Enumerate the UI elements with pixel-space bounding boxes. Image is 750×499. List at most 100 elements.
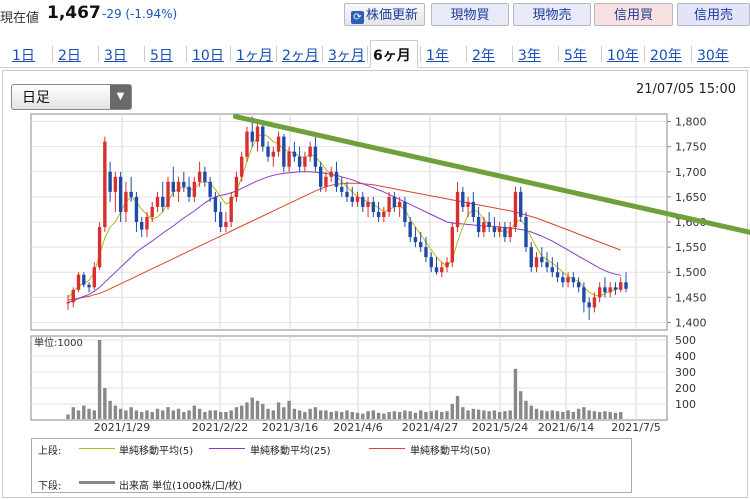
tab-11[interactable]: 3年 xyxy=(518,48,541,64)
tab-2[interactable]: 3日 xyxy=(104,48,127,64)
volume-bar xyxy=(203,412,207,419)
margin-buy-button[interactable]: 信用買 xyxy=(594,3,673,26)
tab-13[interactable]: 10年 xyxy=(607,48,639,64)
chart-frame xyxy=(2,70,748,498)
candle-body xyxy=(540,257,544,263)
volume-bar xyxy=(387,412,391,419)
volume-bar xyxy=(550,410,555,419)
tab-separator xyxy=(144,46,145,62)
tab-15[interactable]: 30年 xyxy=(697,48,729,64)
candle-body xyxy=(371,201,376,212)
x-tick-label: 2021/4/6 xyxy=(333,421,382,434)
candle-body xyxy=(613,287,618,290)
volume-bar xyxy=(450,404,454,419)
volume-bar xyxy=(613,412,618,419)
volume-bar xyxy=(282,407,286,419)
volume-bar xyxy=(519,391,523,419)
candle-body xyxy=(624,282,628,289)
volume-bar xyxy=(318,410,323,419)
candle-body xyxy=(329,171,333,177)
volume-bar xyxy=(129,407,133,419)
candle-body xyxy=(203,171,207,182)
tab-separator xyxy=(466,46,467,62)
candle-body xyxy=(392,196,397,207)
tab-3[interactable]: 5日 xyxy=(150,48,173,64)
volume-bar xyxy=(192,405,197,419)
volume-bar xyxy=(155,408,160,419)
candle-body xyxy=(103,141,107,228)
volume-tick-label: 300 xyxy=(675,366,696,379)
x-tick-label: 2021/5/24 xyxy=(472,421,528,434)
candle-body xyxy=(134,196,139,222)
volume-bar xyxy=(345,410,349,419)
volume-bar xyxy=(429,411,433,419)
candle-body xyxy=(382,211,386,217)
tab-6[interactable]: 2ヶ月 xyxy=(282,48,319,64)
tab-separator xyxy=(367,46,368,62)
volume-bar xyxy=(182,412,186,419)
candle-body xyxy=(529,247,533,268)
candle-body xyxy=(476,216,481,233)
volume-bar xyxy=(240,405,244,419)
refresh-price-label: 株価更新 xyxy=(365,8,418,23)
candle-body xyxy=(555,272,560,278)
volume-bar xyxy=(508,410,512,419)
tab-9[interactable]: 1年 xyxy=(426,48,449,64)
tab-separator xyxy=(512,46,513,62)
candle-body xyxy=(155,196,160,207)
volume-bar xyxy=(534,408,539,419)
candle-body xyxy=(503,227,507,238)
candle-body xyxy=(266,146,270,157)
candle-period-value: 日足 xyxy=(22,90,50,106)
legend-lower-label: 下段: xyxy=(38,481,62,492)
cash-buy-button[interactable]: 現物買 xyxy=(431,3,509,26)
margin-sell-button[interactable]: 信用売 xyxy=(677,3,750,26)
volume-bar xyxy=(608,412,612,419)
tab-4[interactable]: 10日 xyxy=(192,48,224,64)
volume-bar xyxy=(113,405,118,419)
tab-10[interactable]: 2年 xyxy=(472,48,495,64)
candle-body xyxy=(76,274,81,290)
price-tick-label: 1,650 xyxy=(675,191,707,204)
tab-12[interactable]: 5年 xyxy=(564,48,587,64)
candle-body xyxy=(545,262,549,268)
x-tick-label: 2021/1/29 xyxy=(94,421,150,434)
candle-body xyxy=(519,191,523,217)
tab-5[interactable]: 1ヶ月 xyxy=(236,48,273,64)
volume-bar xyxy=(355,412,360,419)
volume-bar xyxy=(424,412,428,419)
tab-separator xyxy=(558,46,559,62)
candle-body xyxy=(471,201,476,217)
volume-bar xyxy=(461,407,465,419)
tab-separator xyxy=(644,46,645,62)
volume-bar xyxy=(92,410,97,419)
volume-bar xyxy=(366,411,370,419)
candle-body xyxy=(508,227,512,238)
legend-upper-label: 上段: xyxy=(38,446,62,457)
cash-sell-button[interactable]: 現物売 xyxy=(513,3,591,26)
candle-body xyxy=(403,201,407,222)
candle-body xyxy=(166,181,170,207)
candle-body xyxy=(408,222,412,238)
volume-bar xyxy=(292,408,297,419)
volume-bar xyxy=(582,407,586,419)
volume-bar xyxy=(145,410,149,419)
candle-body xyxy=(176,181,181,192)
legend-ma50: 単純移動平均(50) xyxy=(410,446,491,457)
refresh-price-button[interactable]: ⟳ 株価更新 xyxy=(344,3,425,26)
tab-separator xyxy=(276,46,277,62)
tab-1[interactable]: 2日 xyxy=(58,48,81,64)
candle-body xyxy=(276,136,281,152)
candle-body xyxy=(324,176,328,187)
candle-body xyxy=(345,191,349,197)
tab-8[interactable]: 6ヶ月 xyxy=(373,48,411,64)
volume-tick-label: 100 xyxy=(675,398,696,411)
volume-bar xyxy=(513,368,518,419)
tab-14[interactable]: 20年 xyxy=(650,48,682,64)
candle-body xyxy=(313,146,318,167)
tab-0[interactable]: 1日 xyxy=(12,48,35,64)
tab-7[interactable]: 3ヶ月 xyxy=(328,48,365,64)
chevron-down-icon[interactable]: ▼ xyxy=(110,85,131,109)
tab-separator xyxy=(52,46,53,62)
volume-bar xyxy=(597,412,602,419)
